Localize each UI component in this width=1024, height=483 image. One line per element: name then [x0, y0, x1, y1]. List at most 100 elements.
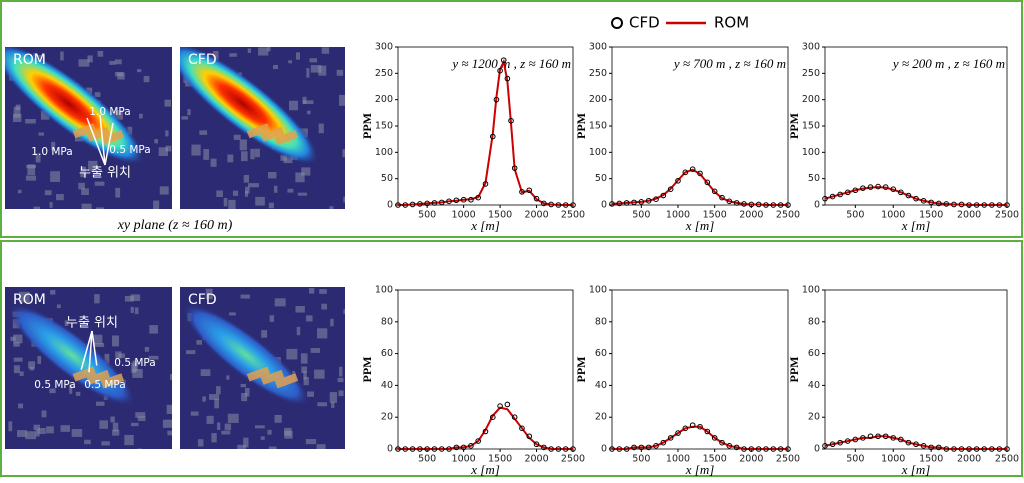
data-point [829, 441, 836, 448]
data-point [1004, 202, 1010, 208]
x-tick-label: 500 [846, 210, 864, 221]
data-point [996, 202, 1003, 208]
data-point [570, 446, 576, 452]
building [224, 423, 232, 431]
source [100, 130, 125, 146]
building [202, 396, 206, 402]
building [148, 355, 159, 360]
building [64, 320, 69, 327]
building [33, 424, 40, 430]
data-point [726, 443, 733, 449]
data-point [875, 183, 881, 190]
data-point [867, 433, 874, 440]
building [342, 149, 345, 158]
building [283, 156, 293, 164]
building [268, 446, 277, 449]
data-point [570, 202, 576, 208]
map-content [180, 287, 345, 449]
data-point [562, 202, 569, 208]
x-axis-label: x [m] [470, 218, 500, 233]
map-annotation: 1.0 MPa [31, 146, 72, 158]
map-annotation: 0.5 MPa [109, 144, 150, 156]
building [241, 393, 248, 402]
building [216, 386, 221, 395]
data-point [943, 201, 950, 207]
x-tick-label: 500 [632, 210, 650, 221]
building [162, 419, 172, 428]
map-annotation: 1.0 MPa [89, 106, 130, 118]
y-tick-label: 50 [381, 173, 393, 184]
building [274, 414, 282, 423]
data-point [660, 439, 667, 446]
y-tick-label: 100 [802, 285, 820, 296]
building [94, 92, 101, 98]
x-tick-label: 2500 [561, 454, 585, 465]
building [317, 402, 328, 407]
data-point [733, 444, 740, 451]
data-point [966, 446, 972, 452]
y-tick-label: 100 [375, 147, 393, 158]
data-point [882, 433, 889, 440]
building [318, 123, 324, 134]
building [191, 144, 201, 156]
building [343, 196, 345, 203]
x-tick-label: 1000 [881, 210, 905, 221]
y-tick-label: 300 [589, 42, 607, 53]
building [307, 110, 311, 115]
building [289, 100, 299, 111]
building [308, 288, 315, 294]
y-tick-label: 80 [595, 316, 607, 327]
data-point [438, 199, 445, 206]
building [75, 391, 81, 396]
data-point [785, 202, 791, 208]
map-content [5, 47, 172, 209]
y-tick-label: 40 [381, 380, 393, 391]
building [154, 139, 159, 144]
data-point [1004, 446, 1010, 452]
data-point [409, 201, 416, 208]
x-tick-label: 2000 [739, 454, 763, 465]
x-tick-label: 1500 [488, 210, 512, 221]
data-point [928, 444, 934, 451]
data-point [616, 446, 623, 452]
data-point [638, 199, 645, 205]
data-point [719, 194, 725, 201]
building [25, 118, 36, 124]
data-point [951, 446, 957, 452]
source [246, 123, 271, 139]
building [307, 391, 314, 397]
y-tick-label: 50 [808, 173, 820, 184]
building [69, 385, 73, 394]
x-tick-label: 500 [418, 454, 436, 465]
x-tick-label: 2000 [957, 454, 981, 465]
building [13, 334, 23, 344]
building [153, 200, 160, 209]
x-tick-label: 1000 [881, 454, 905, 465]
data-point [468, 443, 474, 449]
y-tick-label: 80 [808, 316, 820, 327]
building [118, 353, 125, 359]
building [243, 437, 249, 448]
x-tick-label: 1500 [488, 454, 512, 465]
building [137, 69, 142, 73]
building [243, 174, 249, 183]
data-point [852, 187, 859, 194]
x-tick-label: 2000 [957, 210, 981, 221]
series-line [398, 406, 573, 450]
data-point [770, 202, 777, 208]
data-point [526, 187, 533, 194]
building [114, 59, 122, 65]
building [60, 425, 71, 432]
data-point [958, 446, 965, 452]
data-point [777, 202, 784, 208]
building [321, 47, 330, 54]
data-point [638, 444, 645, 451]
concentration-map: ROM 1.0 MPa 1.0 MPa 0.5 MPa 누출 위치 [5, 47, 172, 209]
source [100, 373, 125, 389]
building [250, 148, 255, 160]
data-point [697, 423, 703, 430]
building [94, 181, 105, 186]
building [254, 148, 260, 158]
source [246, 366, 271, 382]
